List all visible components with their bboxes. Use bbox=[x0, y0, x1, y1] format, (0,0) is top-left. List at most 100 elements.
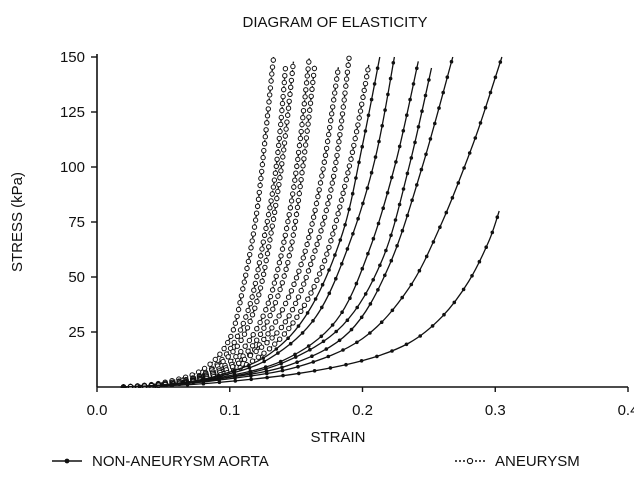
curve-marker bbox=[318, 228, 324, 234]
curve-marker bbox=[242, 343, 248, 349]
curve-marker bbox=[340, 104, 346, 110]
curve-marker bbox=[384, 248, 388, 253]
curve-marker bbox=[346, 55, 352, 61]
curve-marker bbox=[291, 281, 297, 287]
curve-marker bbox=[266, 244, 272, 250]
curve-marker bbox=[328, 118, 334, 124]
curve-marker bbox=[428, 137, 433, 141]
legend-label: ANEURYSM bbox=[495, 453, 580, 470]
curve-marker bbox=[254, 203, 261, 210]
curve-marker bbox=[264, 251, 271, 257]
curve-marker bbox=[261, 325, 267, 331]
curve-marker bbox=[250, 332, 256, 338]
curve-marker bbox=[232, 320, 239, 326]
curve-marker bbox=[296, 324, 301, 328]
curve-marker bbox=[201, 381, 206, 386]
curve-marker bbox=[260, 154, 266, 161]
curve-marker bbox=[314, 277, 320, 283]
x-tick-label: 0.2 bbox=[352, 402, 373, 419]
curve-marker bbox=[217, 380, 222, 385]
curve-marker bbox=[362, 80, 369, 87]
curve-marker bbox=[251, 224, 258, 230]
curve-marker bbox=[299, 121, 305, 128]
curve-marker bbox=[340, 262, 344, 266]
curve-marker bbox=[320, 221, 326, 227]
curve-marker bbox=[276, 351, 280, 355]
curve-marker bbox=[354, 281, 359, 286]
curve-marker bbox=[331, 97, 337, 103]
curve-marker bbox=[250, 231, 257, 237]
curve-marker bbox=[326, 131, 332, 138]
curve-marker bbox=[261, 356, 266, 360]
curve-marker bbox=[293, 355, 298, 359]
curve-marker bbox=[371, 278, 376, 282]
curve-marker bbox=[275, 188, 281, 195]
curve-marker bbox=[334, 76, 340, 82]
curve-marker bbox=[256, 292, 262, 298]
curve-marker bbox=[330, 104, 336, 110]
curve-marker bbox=[364, 74, 370, 80]
curve-marker bbox=[267, 293, 274, 300]
curve-marker bbox=[274, 347, 279, 351]
curve-marker bbox=[293, 352, 297, 357]
curve-marker bbox=[320, 282, 325, 287]
curve-marker bbox=[488, 90, 493, 95]
curve-marker bbox=[339, 111, 346, 117]
curve-marker bbox=[330, 323, 335, 327]
curve-marker bbox=[281, 86, 287, 93]
curve-marker bbox=[249, 374, 253, 378]
curve-marker bbox=[328, 238, 334, 244]
curve-marker bbox=[350, 191, 355, 196]
curve-marker bbox=[293, 170, 299, 176]
curve-marker bbox=[405, 213, 410, 218]
curve-marker bbox=[245, 307, 251, 314]
curve-marker bbox=[319, 173, 325, 179]
curve-marker bbox=[286, 98, 292, 105]
curve-marker bbox=[249, 312, 256, 318]
curve-marker bbox=[348, 296, 352, 301]
y-tick-label: 75 bbox=[68, 214, 85, 231]
curve-marker bbox=[303, 135, 310, 141]
curve-marker bbox=[290, 63, 296, 70]
curve-marker bbox=[473, 136, 478, 140]
curve-marker bbox=[332, 90, 338, 96]
curve-marker bbox=[255, 196, 262, 203]
curve-marker bbox=[294, 204, 301, 211]
curve-marker bbox=[324, 251, 330, 257]
curve-marker bbox=[389, 258, 394, 263]
curves bbox=[120, 55, 503, 388]
curve-marker bbox=[298, 128, 304, 135]
curve-marker bbox=[400, 295, 405, 300]
curve-marker bbox=[368, 331, 372, 335]
curve-marker bbox=[308, 93, 314, 100]
curve-marker bbox=[416, 125, 421, 129]
curve-marker bbox=[294, 314, 300, 320]
curve-marker bbox=[279, 161, 285, 167]
curve-marker bbox=[344, 362, 348, 367]
curve-marker bbox=[262, 134, 268, 140]
curve-marker bbox=[285, 112, 291, 118]
curve-marker bbox=[395, 244, 399, 248]
curve-marker bbox=[267, 237, 273, 243]
curve-marker bbox=[278, 114, 284, 121]
curve-marker bbox=[366, 113, 371, 118]
curve-marker bbox=[282, 66, 289, 72]
curve-marker bbox=[252, 305, 258, 311]
curve-marker bbox=[345, 247, 350, 251]
curve-marker bbox=[493, 75, 498, 80]
curve-marker bbox=[251, 287, 257, 293]
curve-marker bbox=[264, 120, 270, 126]
curve-marker bbox=[263, 307, 269, 313]
curve-marker bbox=[248, 245, 254, 251]
curve-marker bbox=[322, 152, 329, 159]
curve-marker bbox=[343, 223, 347, 227]
curve-marker bbox=[405, 113, 409, 117]
curve-marker bbox=[390, 175, 394, 180]
curve-marker bbox=[297, 183, 303, 190]
curve-marker bbox=[368, 302, 373, 306]
curve-marker bbox=[287, 91, 293, 98]
curve-marker bbox=[282, 319, 289, 325]
curve-marker bbox=[247, 352, 254, 359]
curve-marker bbox=[301, 101, 307, 107]
curve-marker bbox=[359, 315, 364, 320]
